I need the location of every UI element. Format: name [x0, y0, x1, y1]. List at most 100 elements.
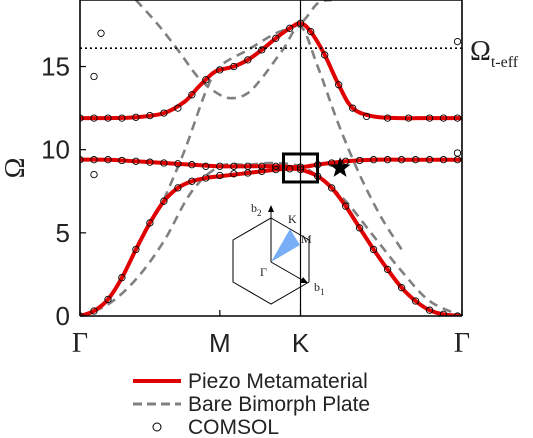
x-tick-label: K [292, 328, 310, 358]
comsol-point [132, 113, 140, 121]
comsol-point [188, 161, 196, 169]
brillouin-zone-inset: Γ K M b2 b1 [232, 201, 325, 305]
comsol-point [369, 156, 378, 164]
y-tick-label: 15 [41, 52, 70, 82]
omega-t-eff-label: Ωt-eff [470, 36, 519, 71]
comsol-point [202, 174, 210, 182]
y-axis-ticks: 0 5 10 15 [41, 52, 86, 331]
comsol-point [118, 274, 126, 282]
comsol-point [425, 114, 434, 122]
comsol-point [146, 111, 154, 120]
comsol-point [439, 310, 448, 316]
bare-bimorph-branch-2 [162, 0, 333, 201]
comsol-point [453, 37, 462, 46]
comsol-point [439, 114, 448, 122]
x-tick-label: M [209, 328, 231, 358]
x-tick-label: Γ [454, 328, 470, 359]
comsol-point [90, 72, 98, 81]
comsol-point [174, 104, 182, 112]
comsol-point [383, 156, 392, 164]
comsol-point [216, 66, 224, 74]
comsol-point [342, 202, 350, 210]
m-point-label: M [301, 232, 312, 246]
y-tick-label: 0 [56, 301, 70, 331]
comsol-point [216, 171, 224, 180]
comsol-point [258, 46, 266, 54]
comsol-point [90, 307, 98, 315]
comsol-point [349, 104, 357, 112]
comsol-point [174, 160, 182, 168]
y-tick-label: 10 [41, 135, 70, 165]
piezo-metamaterial-series [80, 21, 462, 316]
comsol-point [160, 197, 168, 205]
comsol-point [160, 159, 168, 167]
comsol-point [383, 265, 392, 274]
comsol-point [439, 156, 448, 164]
comsol-point [97, 29, 105, 37]
comsol-point [132, 157, 140, 165]
bare-bimorph-branch-1 [80, 161, 462, 316]
comsol-point [258, 167, 266, 175]
comsol-point [272, 34, 280, 42]
comsol-point [383, 114, 392, 122]
comsol-point [335, 81, 343, 89]
b1-arrowhead [300, 277, 308, 283]
b2-label: b2 [251, 201, 262, 218]
comsol-point [188, 91, 196, 99]
comsol-point [132, 245, 140, 254]
comsol-point [104, 114, 112, 122]
b1-vector [270, 261, 305, 282]
comsol-point [216, 162, 224, 170]
comsol-point [244, 162, 252, 170]
comsol-point [118, 156, 126, 165]
comsol-point [397, 284, 406, 292]
comsol-point [202, 76, 210, 84]
k-point-label: K [288, 212, 297, 226]
legend-label-piezo: Piezo Metamaterial [188, 370, 368, 393]
bare-bimorph-series [80, 0, 462, 316]
comsol-point [369, 245, 378, 254]
y-tick-label: 5 [56, 218, 70, 248]
comsol-point [90, 114, 98, 122]
comsol-point [90, 156, 98, 164]
y-axis-label: Ω [0, 158, 31, 179]
highlight-box [282, 152, 320, 184]
comsol-point [321, 51, 329, 59]
comsol-point [355, 156, 364, 165]
comsol-point [286, 165, 294, 173]
comsol-point [230, 162, 238, 170]
comsol-point [404, 114, 413, 122]
legend: Piezo Metamaterial Bare Bimorph Plate CO… [133, 370, 370, 438]
comsol-point [104, 295, 112, 304]
comsol-point [202, 162, 210, 170]
comsol-point [174, 184, 182, 192]
hexagon [232, 217, 310, 305]
comsol-point [104, 156, 112, 164]
comsol-point [453, 149, 462, 157]
comsol-point [258, 162, 266, 170]
comsol-point [355, 224, 364, 232]
comsol-point [425, 156, 434, 164]
gamma-point-label: Γ [260, 265, 267, 279]
comsol-point [188, 177, 196, 185]
bare-bimorph-branch-3 [134, 0, 403, 251]
b2-arrowhead [268, 205, 274, 212]
comsol-point [307, 27, 315, 36]
star-marker [329, 157, 351, 177]
legend-label-comsol: COMSOL [188, 416, 279, 438]
comsol-point [146, 219, 154, 227]
legend-label-bare: Bare Bimorph Plate [188, 393, 370, 416]
comsol-point [230, 170, 238, 178]
comsol-point [146, 158, 154, 166]
irreducible-zone [271, 229, 300, 262]
piezo-metamaterial-branch-1 [80, 166, 462, 316]
comsol-point [90, 170, 98, 179]
b1-label: b1 [314, 280, 325, 297]
comsol-point [328, 184, 336, 192]
comsol-point [397, 156, 406, 164]
comsol-point [118, 114, 126, 122]
comsol-point [230, 62, 238, 71]
comsol-point [160, 109, 168, 117]
